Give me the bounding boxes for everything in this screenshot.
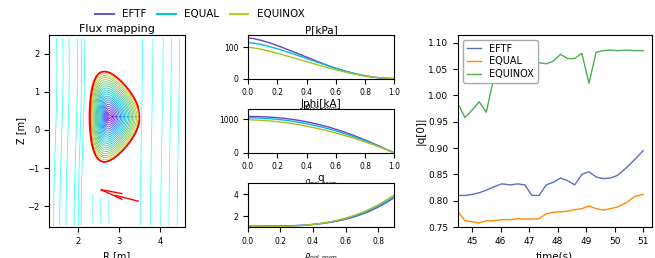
EQUINOX [521,73,529,76]
EQUAL [521,217,529,221]
EQUAL [455,212,463,215]
EQUAL [622,201,630,204]
EFTF [578,173,586,176]
EFTF [571,183,578,187]
EQUINOX [571,57,578,60]
EFTF [622,166,630,170]
EFTF [585,170,593,173]
EFTF [482,189,490,192]
EQUAL [461,219,469,222]
EFTF [476,191,483,194]
EFTF [564,179,572,182]
EQUINOX [578,52,586,55]
Y-axis label: Z [m]: Z [m] [16,117,26,144]
EQUAL [585,204,593,207]
X-axis label: $\rho_{pol\_norm}$: $\rho_{pol\_norm}$ [304,177,338,190]
EQUINOX [528,67,536,70]
EQUINOX [585,82,593,85]
EFTF [557,176,565,180]
EFTF [455,194,463,197]
EQUAL [498,218,506,221]
EFTF [468,193,476,196]
Line: EQUAL: EQUAL [459,194,643,223]
EFTF [521,183,529,187]
EQUINOX [557,53,565,56]
EFTF [607,176,614,180]
EQUAL [489,219,497,222]
EFTF [528,194,536,197]
EFTF [614,174,622,177]
EQUAL [578,207,586,210]
EQUINOX [498,72,506,75]
EQUINOX [550,60,557,63]
EQUAL [599,209,607,212]
Legend: EFTF, EQUAL, EQUINOX: EFTF, EQUAL, EQUINOX [91,5,309,23]
EQUAL [514,217,521,220]
EQUINOX [614,49,622,52]
EQUINOX [631,49,639,52]
EQUAL [592,207,600,210]
Title: P[kPa]: P[kPa] [305,25,337,35]
EQUAL [528,217,536,221]
EQUAL [542,212,550,215]
EQUINOX [468,109,476,112]
EQUINOX [622,49,630,52]
EQUAL [607,207,614,210]
Line: EQUINOX: EQUINOX [459,50,643,117]
EQUINOX [482,111,490,114]
EQUAL [468,220,476,223]
EQUINOX [476,100,483,103]
EQUINOX [599,49,607,52]
EFTF [489,186,497,189]
EQUINOX [489,78,497,81]
EFTF [550,181,557,184]
EQUAL [476,221,483,224]
EQUINOX [506,76,514,79]
EQUINOX [461,116,469,119]
EQUAL [557,210,565,213]
EFTF [639,149,647,152]
X-axis label: $\rho_{pol\_norm}$: $\rho_{pol\_norm}$ [304,103,338,115]
EQUINOX [542,62,550,65]
EFTF [461,194,469,197]
EQUAL [614,205,622,208]
EFTF [514,182,521,186]
Y-axis label: |q[0]|: |q[0]| [415,117,425,145]
Line: EFTF: EFTF [459,151,643,196]
EFTF [631,158,639,161]
EFTF [506,183,514,187]
Title: Jphi[kA]: Jphi[kA] [301,99,341,109]
EQUINOX [535,61,543,64]
EQUINOX [639,49,647,52]
EQUINOX [564,57,572,60]
EFTF [535,194,543,197]
X-axis label: R [m]: R [m] [103,251,130,258]
EQUAL [535,217,543,220]
EQUAL [571,208,578,211]
X-axis label: time(s): time(s) [536,251,573,258]
EQUINOX [514,70,521,73]
EFTF [542,183,550,187]
X-axis label: $\rho_{pol\_norm}$: $\rho_{pol\_norm}$ [304,251,338,258]
Title: Flux mapping: Flux mapping [79,24,155,34]
EQUAL [564,210,572,213]
EQUINOX [592,51,600,54]
EFTF [498,182,506,186]
EQUAL [639,193,647,196]
Legend: EFTF, EQUAL, EQUINOX: EFTF, EQUAL, EQUINOX [462,40,538,83]
EFTF [599,177,607,180]
EQUAL [506,218,514,221]
EQUINOX [607,49,614,52]
EFTF [592,175,600,179]
EQUAL [550,211,557,214]
EQUINOX [455,104,463,108]
EQUAL [631,195,639,198]
Title: q: q [318,173,324,183]
EQUAL [482,219,490,222]
